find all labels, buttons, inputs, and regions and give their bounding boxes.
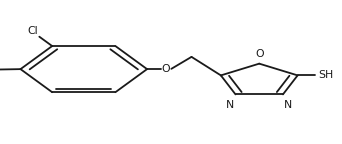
Text: O: O xyxy=(255,49,264,59)
Text: N: N xyxy=(226,100,235,110)
Text: Cl: Cl xyxy=(27,26,38,36)
Text: O: O xyxy=(161,64,170,74)
Text: N: N xyxy=(284,100,292,110)
Text: SH: SH xyxy=(318,70,333,80)
